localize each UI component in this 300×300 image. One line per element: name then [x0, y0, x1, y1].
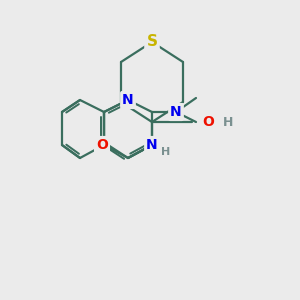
Text: H: H	[223, 116, 233, 128]
Text: N: N	[122, 93, 134, 107]
Text: N: N	[146, 138, 158, 152]
Text: S: S	[146, 34, 158, 50]
Text: O: O	[96, 138, 108, 152]
Text: N: N	[170, 105, 182, 119]
Text: H: H	[161, 147, 171, 157]
Text: O: O	[202, 115, 214, 129]
